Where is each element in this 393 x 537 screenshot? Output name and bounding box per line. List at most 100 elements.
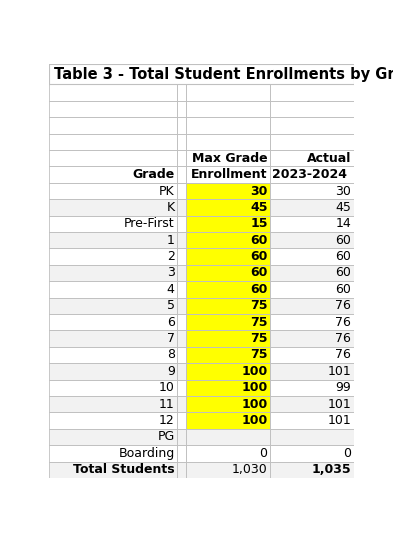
Bar xyxy=(177,363,186,380)
Text: 3: 3 xyxy=(167,266,175,279)
Bar xyxy=(270,314,354,330)
Bar xyxy=(177,249,186,265)
Bar xyxy=(49,249,177,265)
Text: 100: 100 xyxy=(241,414,268,427)
Bar xyxy=(177,281,186,297)
Text: Boarding: Boarding xyxy=(118,447,175,460)
Bar xyxy=(186,314,270,330)
Bar xyxy=(49,396,177,412)
Bar xyxy=(186,412,270,429)
Text: 101: 101 xyxy=(328,398,351,411)
Bar xyxy=(49,445,177,461)
Text: 76: 76 xyxy=(336,299,351,313)
Bar xyxy=(177,429,186,445)
Bar xyxy=(270,412,354,429)
Text: 60: 60 xyxy=(250,283,268,296)
Text: 75: 75 xyxy=(250,332,268,345)
Bar xyxy=(186,363,270,380)
Bar xyxy=(270,265,354,281)
Bar xyxy=(186,101,270,117)
Bar xyxy=(49,429,177,445)
Text: 1: 1 xyxy=(167,234,175,246)
Bar xyxy=(270,249,354,265)
Text: 60: 60 xyxy=(336,234,351,246)
Text: 60: 60 xyxy=(336,250,351,263)
Bar xyxy=(177,396,186,412)
Bar xyxy=(270,297,354,314)
Text: 0: 0 xyxy=(343,447,351,460)
Bar xyxy=(186,330,270,347)
Bar xyxy=(186,249,270,265)
Bar xyxy=(186,84,270,101)
Bar xyxy=(270,429,354,445)
Text: 75: 75 xyxy=(250,316,268,329)
Bar xyxy=(49,199,177,216)
Text: 60: 60 xyxy=(250,234,268,246)
Text: 14: 14 xyxy=(336,217,351,230)
Bar xyxy=(270,183,354,199)
Bar xyxy=(186,281,270,297)
Bar xyxy=(177,166,186,183)
Bar xyxy=(270,101,354,117)
Text: 2023-2024: 2023-2024 xyxy=(272,168,351,181)
Bar xyxy=(177,84,186,101)
Bar xyxy=(49,183,177,199)
Text: 4: 4 xyxy=(167,283,175,296)
Text: Pre-First: Pre-First xyxy=(124,217,175,230)
Bar xyxy=(177,412,186,429)
Bar xyxy=(49,461,177,478)
Bar xyxy=(270,150,354,166)
Bar xyxy=(186,183,270,199)
Bar xyxy=(270,445,354,461)
Bar xyxy=(186,461,270,478)
Bar xyxy=(49,101,177,117)
Bar xyxy=(177,461,186,478)
Text: 2: 2 xyxy=(167,250,175,263)
Bar xyxy=(177,297,186,314)
Bar xyxy=(177,134,186,150)
Text: Actual: Actual xyxy=(307,152,351,165)
Bar xyxy=(186,117,270,134)
Bar xyxy=(186,265,270,281)
Text: 6: 6 xyxy=(167,316,175,329)
Text: 101: 101 xyxy=(328,365,351,378)
Bar xyxy=(186,199,270,216)
Bar xyxy=(186,297,270,314)
Text: Max Grade: Max Grade xyxy=(192,152,268,165)
Text: 45: 45 xyxy=(336,201,351,214)
Bar xyxy=(270,347,354,363)
Text: 60: 60 xyxy=(250,250,268,263)
Bar xyxy=(49,330,177,347)
Bar xyxy=(49,166,177,183)
Bar xyxy=(49,134,177,150)
Bar xyxy=(270,166,354,183)
Text: 45: 45 xyxy=(250,201,268,214)
Text: 30: 30 xyxy=(250,185,268,198)
Bar xyxy=(186,396,270,412)
Text: 9: 9 xyxy=(167,365,175,378)
Bar xyxy=(270,330,354,347)
Bar xyxy=(49,281,177,297)
Text: 60: 60 xyxy=(250,266,268,279)
Bar xyxy=(186,380,270,396)
Bar xyxy=(186,150,270,166)
Text: 7: 7 xyxy=(167,332,175,345)
Text: Grade: Grade xyxy=(132,168,175,181)
Bar xyxy=(270,199,354,216)
Text: Total Students: Total Students xyxy=(73,463,175,476)
Text: 76: 76 xyxy=(336,349,351,361)
Bar xyxy=(186,347,270,363)
Bar xyxy=(177,199,186,216)
Bar xyxy=(49,314,177,330)
Bar xyxy=(177,314,186,330)
Bar xyxy=(177,330,186,347)
Text: 0: 0 xyxy=(260,447,268,460)
Text: 99: 99 xyxy=(336,381,351,394)
Text: 11: 11 xyxy=(159,398,175,411)
Bar xyxy=(177,380,186,396)
Bar xyxy=(49,150,177,166)
Text: 75: 75 xyxy=(250,299,268,313)
Bar xyxy=(270,216,354,232)
Bar xyxy=(177,150,186,166)
Bar xyxy=(177,216,186,232)
